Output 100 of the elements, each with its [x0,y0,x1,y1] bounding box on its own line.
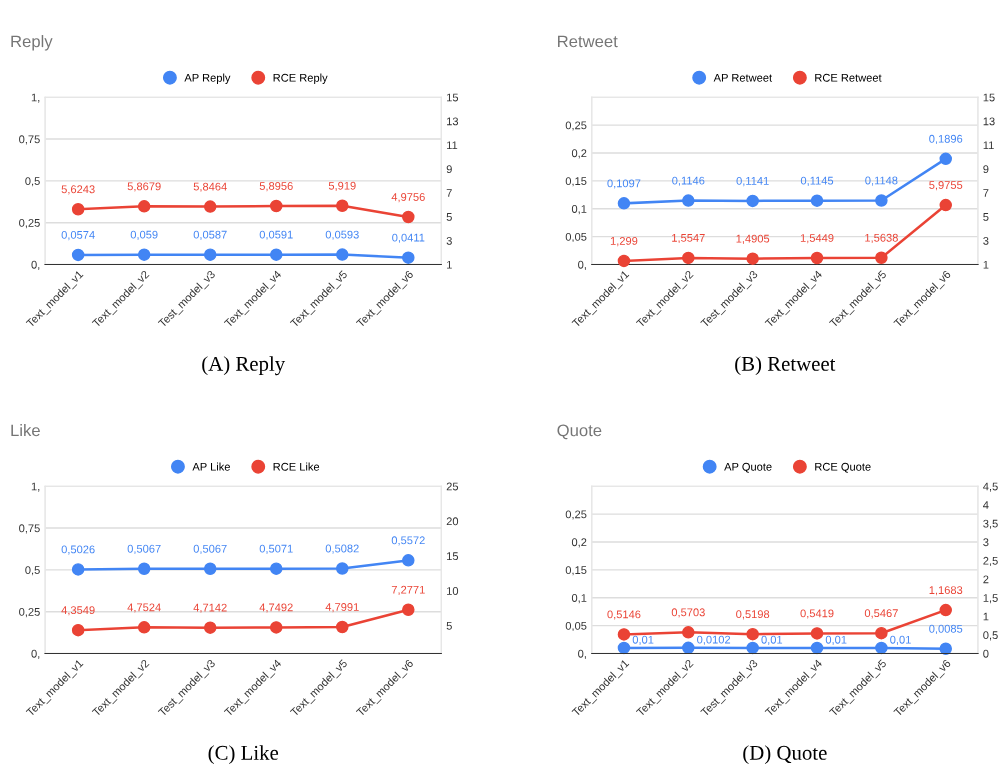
point [336,199,349,212]
point [269,562,283,575]
data-label: 4,9756 [391,193,425,203]
data-label: 0,0574 [61,230,95,241]
point [137,621,151,634]
data-label: 4,7142 [193,603,227,613]
point [269,199,283,213]
point [875,194,888,207]
point [336,562,349,575]
legend-label: RCE Quote [815,462,871,473]
y-tick-label: 0, [31,260,40,270]
y2-tick-label: 1 [447,260,452,269]
y-tick-label: 0,15 [565,566,587,576]
y-tick-label: 0,2 [571,149,587,159]
data-label: 0,5082 [325,544,359,554]
y-tick-label: 0,05 [565,232,587,243]
legend-label: RCE Like [273,462,320,471]
y-tick-label: 0,05 [565,621,587,632]
data-label: 4,7991 [325,603,359,613]
data-label: 0,1896 [929,134,963,145]
y2-tick-label: 15 [983,93,995,102]
y2-tick-label: 2 [983,575,989,584]
data-label: 7,2771 [391,585,425,595]
y2-tick-label: 7 [983,189,989,197]
point [939,152,952,166]
data-label: 0,0591 [259,230,293,240]
data-label: 1,5547 [672,234,705,244]
data-label: 4,3549 [61,606,95,616]
point [336,620,349,634]
point [682,626,695,639]
data-label: 0,0587 [193,230,227,240]
point [137,562,151,576]
data-label: 0,1146 [672,176,705,186]
point [939,198,952,212]
y-tick-label: 0,15 [565,177,587,187]
point [810,251,824,265]
y-tick-label: 1, [31,482,40,492]
point [402,210,415,224]
data-label: 0,5572 [391,536,425,546]
y2-tick-label: 1 [983,612,989,621]
data-label: 0,059 [130,230,158,240]
y2-tick-label: 1,5 [983,594,998,604]
data-label: 0,1097 [607,179,641,189]
y-tick-label: 0, [578,649,586,659]
point [71,623,85,637]
legend-label: AP Reply [184,73,231,84]
y2-tick-label: 15 [447,93,459,102]
data-label: 0,5198 [736,610,770,620]
text: (A) Reply [202,356,286,376]
chart-title: Like [11,424,40,437]
point [746,194,759,208]
point [617,254,631,268]
data-label: 0,5467 [864,609,898,619]
y2-tick-label: 3 [983,538,989,547]
text: (B) Retweet [735,356,836,376]
legend-label: RCE Reply [273,73,328,84]
data-label: 0,5419 [800,609,834,619]
y-tick-label: 0, [31,649,40,659]
y2-tick-label: 13 [983,117,995,126]
y-tick-label: 0,5 [25,177,40,187]
point [746,252,759,265]
point [617,628,631,641]
point [402,603,415,617]
y-tick-label: 0,2 [571,538,587,548]
chart-title: Reply [11,35,53,51]
data-label: 5,8464 [193,182,227,192]
point [682,194,695,207]
data-label: 1,5638 [865,233,898,244]
y2-tick-label: 10 [447,587,459,595]
y2-tick-label: 0 [983,649,989,658]
y-tick-label: 0,25 [565,510,587,520]
text: (D) Quote [743,745,827,765]
y2-tick-label: 9 [983,165,989,174]
data-label: 1,5449 [800,234,834,244]
data-label: 4,7492 [259,603,293,613]
y2-tick-label: 5 [983,213,989,221]
data-label: 0,01 [632,635,654,645]
legend-label: AP Quote [724,462,772,473]
y2-tick-label: 1 [983,260,989,269]
data-label: 0,0593 [325,230,359,240]
y2-tick-label: 5 [446,622,452,630]
data-label: 0,01 [825,635,847,645]
data-label: 5,919 [328,181,356,191]
text: (C) Like [208,745,279,765]
data-label: 5,8679 [127,182,161,192]
point [810,627,824,640]
point [203,200,217,213]
y2-tick-label: 20 [446,517,459,526]
y-tick-label: 0,5 [25,566,40,576]
y2-tick-label: 4 [983,501,989,509]
y2-tick-label: 5 [446,213,452,221]
y-tick-label: 1, [31,93,40,103]
y2-tick-label: 11 [447,141,458,150]
legend-label: RCE Retweet [815,73,882,82]
y-tick-label: 0,75 [19,135,40,145]
chart-title: Retweet [558,35,618,48]
point [71,563,85,576]
y-tick-label: 0,1 [571,205,587,215]
point [137,200,151,213]
data-label: 0,0411 [392,233,425,243]
